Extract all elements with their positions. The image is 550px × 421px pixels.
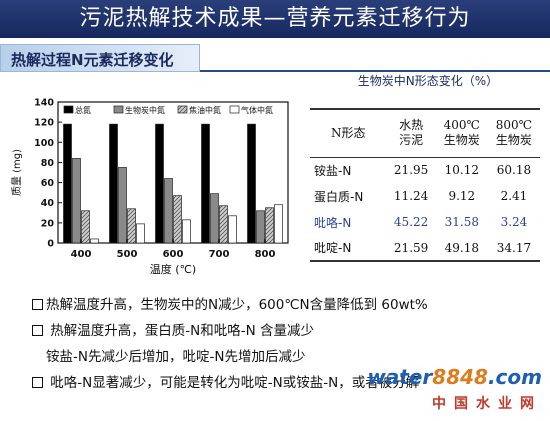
table-row: 铵盐-N 21.95 10.12 60.18 — [310, 157, 540, 183]
bar — [72, 158, 81, 244]
table-cell: 49.18 — [444, 240, 479, 255]
nitrogen-mass-bar-chart: 0 20 40 60 80 100 120 140 质量 (mg) 400 500 600 700 800… — [11, 98, 289, 276]
table-cell: 9.12 — [448, 189, 476, 203]
list-item: 热解温度升高，蛋白质-N和吡咯-N 含量减少 — [32, 318, 542, 344]
x-tick-label: 800 — [255, 249, 276, 260]
legend-swatch — [63, 105, 74, 114]
table-row: 吡咯-N 45.22 31.58 3.24 — [310, 209, 540, 235]
table-cell: 10.12 — [444, 163, 479, 178]
bar — [164, 178, 173, 244]
y-tick-label: 20 — [41, 218, 55, 229]
list-item: 热解温度升高，生物炭中的N减少，600℃N含量降低到 60wt% — [32, 292, 542, 318]
table-cell: 34.17 — [496, 240, 532, 255]
section-subtitle: 热解过程N元素迁移变化 — [11, 51, 174, 69]
bar — [109, 123, 118, 244]
header-400-biochar: 400℃ 生物炭 — [443, 118, 480, 148]
table-cell: 2.41 — [500, 189, 528, 203]
list-item: 吡咯-N显著减少，可能是转化为吡啶-N或铵盐-N，或者被分解 — [32, 370, 542, 396]
bar — [173, 195, 182, 244]
header-800-biochar: 800℃ 生物炭 — [495, 118, 533, 148]
bar — [256, 210, 265, 244]
watermark: water8848.com 中国水业网 — [367, 365, 542, 417]
bar — [63, 123, 72, 244]
row-label: 铵盐-N — [314, 163, 352, 178]
section-header: 热解过程N元素迁移变化 — [0, 44, 550, 72]
row-label: 吡咯-N — [314, 215, 352, 230]
y-axis-label: 质量 (mg) — [11, 149, 23, 196]
bar — [90, 238, 99, 244]
section-divider — [200, 70, 550, 72]
y-tick-label: 140 — [34, 98, 54, 109]
checkbox-square-icon — [32, 377, 43, 388]
header-hydrothermal-sludge: 水热 污泥 — [399, 118, 424, 148]
table-row: 蛋白质-N 11.24 9.12 2.41 — [310, 183, 540, 209]
bar — [81, 210, 90, 244]
legend-label: 总氮 — [75, 105, 91, 115]
watermark-site-name: 中国水业网 — [432, 396, 542, 412]
legend-label: 气体中氮 — [241, 105, 273, 115]
table-cell: 31.58 — [444, 215, 479, 229]
bar — [136, 223, 145, 244]
checkbox-square-icon — [32, 299, 43, 310]
bar — [118, 167, 127, 244]
section-header-box: 热解过程N元素迁移变化 — [0, 44, 200, 72]
nitrogen-form-table: N形态 水热 污泥 400℃ 生物炭 800℃ 生物炭 铵盐-N 21.95 10.1… — [310, 108, 540, 262]
x-tick-label: 500 — [117, 249, 138, 260]
bar — [155, 123, 164, 244]
y-tick-label: 120 — [34, 118, 54, 129]
table-row: 吡啶-N 21.59 49.18 34.17 — [310, 235, 540, 261]
legend-swatch — [177, 105, 188, 114]
x-tick-label: 600 — [163, 249, 184, 260]
x-axis-label: 温度 (℃) — [150, 262, 196, 276]
legend-label: 生物炭中氮 — [125, 105, 165, 115]
bar — [201, 123, 210, 244]
table-cell: 45.22 — [393, 215, 429, 229]
conclusion-list: 热解温度升高，生物炭中的N减少，600℃N含量降低到 60wt% 热解温度升高，… — [32, 292, 542, 396]
y-tick-label: 40 — [41, 198, 55, 209]
bar — [265, 207, 274, 244]
bar — [247, 123, 256, 244]
x-tick-label: 700 — [209, 249, 230, 260]
bullet-text: 吡咯-N显著减少，可能是转化为吡啶-N或铵盐-N，或者被分解 — [50, 375, 420, 391]
table-caption: 生物炭中N形态变化（%） — [357, 74, 499, 88]
legend-swatch — [229, 105, 240, 114]
y-tick-label: 60 — [41, 178, 55, 189]
watermark-logo: water8848.com — [367, 365, 542, 389]
table-cell: 3.24 — [500, 215, 528, 229]
checkbox-square-icon — [32, 325, 43, 336]
header-n-form: N形态 — [330, 125, 366, 140]
table-header-row: N形态 水热 污泥 400℃ 生物炭 800℃ 生物炭 — [310, 109, 540, 157]
legend-swatch — [113, 105, 124, 114]
bullet-text: 铵盐-N先减少后增加，吡啶-N先增加后减少 — [46, 349, 306, 365]
x-tick-label: 400 — [71, 249, 92, 260]
bar — [219, 205, 228, 244]
y-tick-label: 100 — [34, 138, 54, 149]
table-cell: 21.95 — [393, 163, 429, 178]
bar — [210, 193, 219, 244]
table-cell: 11.24 — [393, 189, 429, 203]
bar — [127, 208, 136, 244]
slide-title: 污泥热解技术成果—营养元素迁移行为 — [0, 0, 550, 38]
y-tick-label: 80 — [41, 158, 55, 169]
legend-label: 焦油中氮 — [189, 105, 221, 115]
list-item: 铵盐-N先减少后增加，吡啶-N先增加后减少 — [32, 344, 542, 370]
bar — [274, 204, 283, 244]
bar — [228, 215, 237, 244]
table-cell: 60.18 — [496, 163, 532, 178]
bar — [182, 219, 191, 244]
bullet-text: 热解温度升高，生物炭中的N减少，600℃N含量降低到 60wt% — [46, 297, 428, 313]
bullet-text: 热解温度升高，蛋白质-N和吡咯-N 含量减少 — [50, 323, 315, 339]
table-cell: 21.59 — [393, 240, 429, 255]
row-label: 蛋白质-N — [314, 189, 364, 204]
row-label: 吡啶-N — [314, 241, 352, 255]
y-tick-label: 0 — [47, 239, 54, 250]
